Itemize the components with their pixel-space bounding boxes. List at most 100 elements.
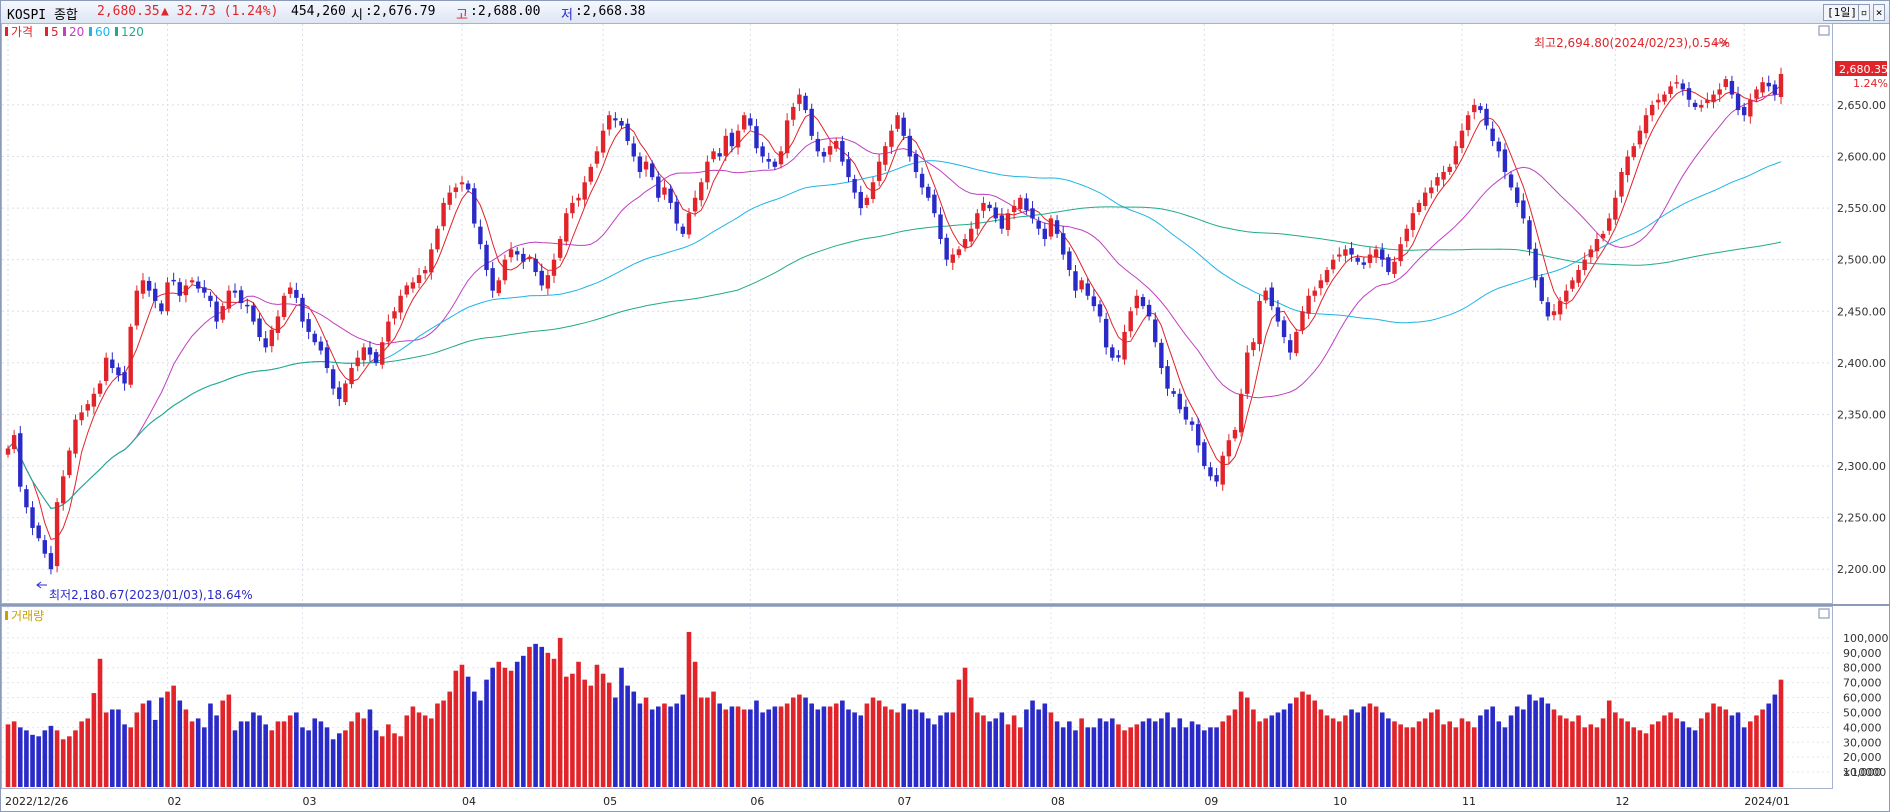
- volume-bar: [803, 697, 808, 787]
- candle-body: [159, 303, 164, 312]
- volume-bar: [97, 658, 103, 787]
- volume-bar: [220, 700, 226, 787]
- volume-bar: [1447, 721, 1453, 787]
- volume-bar: [1116, 724, 1121, 787]
- volume-bar: [1195, 724, 1201, 787]
- candle-body: [380, 342, 385, 365]
- candle-body: [1649, 104, 1655, 116]
- volume-bar: [60, 739, 66, 787]
- candle-body: [846, 159, 851, 178]
- volume-bar: [656, 706, 661, 787]
- candle-body: [1392, 261, 1397, 274]
- volume-bar: [1557, 715, 1563, 787]
- candle-body: [809, 108, 814, 136]
- price-change: ▲ 32.73 (1.24%): [161, 4, 279, 19]
- volume-bar: [1484, 709, 1489, 787]
- period-button[interactable]: [1일]: [1823, 4, 1861, 21]
- volume-bar: [692, 661, 698, 787]
- candle-body: [539, 270, 544, 286]
- volume-bar: [1183, 727, 1189, 787]
- volume-bar: [1625, 721, 1630, 787]
- last-price-tag-text: 2,680.35: [1839, 63, 1888, 76]
- volume-bar: [214, 715, 219, 787]
- candle-body: [1011, 206, 1017, 213]
- volume-bar: [502, 667, 508, 787]
- volume-bar: [208, 703, 213, 787]
- legend-ma20: 20: [69, 25, 84, 39]
- volume-bar: [244, 721, 250, 787]
- volume-bar: [1582, 727, 1587, 787]
- moving-averages: [7, 84, 1782, 540]
- candle-body: [1551, 311, 1557, 316]
- candle-body: [515, 251, 520, 255]
- volume-bar: [1079, 718, 1084, 787]
- candles: [5, 67, 1784, 575]
- low-label: 저: [561, 8, 573, 23]
- candle-body: [1637, 130, 1643, 145]
- volume-bar: [330, 739, 336, 787]
- volume-bar: [171, 685, 176, 787]
- candle-body: [36, 525, 41, 539]
- price-pane-max-icon[interactable]: [1818, 25, 1830, 36]
- candle-body: [1361, 262, 1367, 265]
- maximize-icon[interactable]: ▫: [1858, 4, 1870, 21]
- candle-body: [588, 166, 594, 182]
- candle-body: [1373, 249, 1379, 257]
- volume-bar: [1656, 721, 1661, 787]
- volume-bar: [833, 703, 839, 787]
- candle-body: [1085, 283, 1090, 296]
- volume-bar: [1698, 718, 1704, 787]
- volume-bar: [1416, 721, 1422, 787]
- volume-bar: [1551, 709, 1557, 787]
- candle-body: [61, 476, 66, 504]
- volume-bar: [1613, 712, 1618, 787]
- volume-bar: [882, 706, 888, 787]
- volume-bar: [1085, 727, 1091, 787]
- volume-bar: [1576, 715, 1581, 787]
- candle-body: [999, 215, 1005, 229]
- ma5-line: [7, 84, 1782, 540]
- price-legend[interactable]: 가격 5 20 60 120: [5, 25, 144, 39]
- volume-bar: [968, 697, 974, 787]
- candle-body: [410, 282, 416, 289]
- volume-bar: [435, 703, 440, 787]
- volume-bar: [1355, 712, 1360, 787]
- volume-legend[interactable]: 거래량: [5, 609, 44, 623]
- volume-bar: [1533, 700, 1538, 787]
- volume-bar: [281, 721, 287, 787]
- volume-bar: [1692, 730, 1698, 787]
- candle-body: [195, 281, 201, 289]
- close-icon[interactable]: ×: [1873, 4, 1885, 21]
- candle-body: [48, 553, 54, 570]
- volume-bar: [1386, 718, 1391, 787]
- legend-volume: 거래량: [11, 609, 44, 623]
- volume-bar: [404, 715, 410, 787]
- volume-bar: [134, 712, 140, 787]
- chart-area[interactable]: 2,200.00 2,250.00 2,300.00 2,350.00 2,400.00…: [1, 23, 1889, 811]
- volume-pane-max-icon[interactable]: [1818, 608, 1830, 619]
- candle-body: [643, 161, 649, 170]
- candle-body: [465, 183, 471, 190]
- volume-bar: [895, 712, 900, 787]
- candle-body: [1557, 300, 1563, 315]
- volume-bar: [790, 697, 796, 787]
- candle-body: [1054, 220, 1060, 234]
- volume-bar: [318, 721, 324, 787]
- volume-bar: [1723, 709, 1729, 787]
- candle-body: [165, 282, 170, 312]
- volume-bar: [1435, 709, 1440, 787]
- volume-bar: [1600, 718, 1606, 787]
- volume-bar: [1717, 706, 1722, 787]
- candle-body: [1018, 197, 1023, 210]
- volume-bar: [1527, 694, 1532, 787]
- volume-bar: [533, 643, 538, 787]
- volume-bar: [987, 721, 992, 787]
- volume-tick-label: 90,000: [1843, 647, 1882, 660]
- candle-body: [1195, 424, 1201, 446]
- last-change-tag: 1.24%: [1853, 77, 1888, 90]
- volume-bar: [588, 685, 594, 787]
- volume-bar: [238, 721, 244, 787]
- candle-body: [784, 120, 790, 154]
- volume-bar: [925, 718, 931, 787]
- candle-body: [883, 146, 888, 165]
